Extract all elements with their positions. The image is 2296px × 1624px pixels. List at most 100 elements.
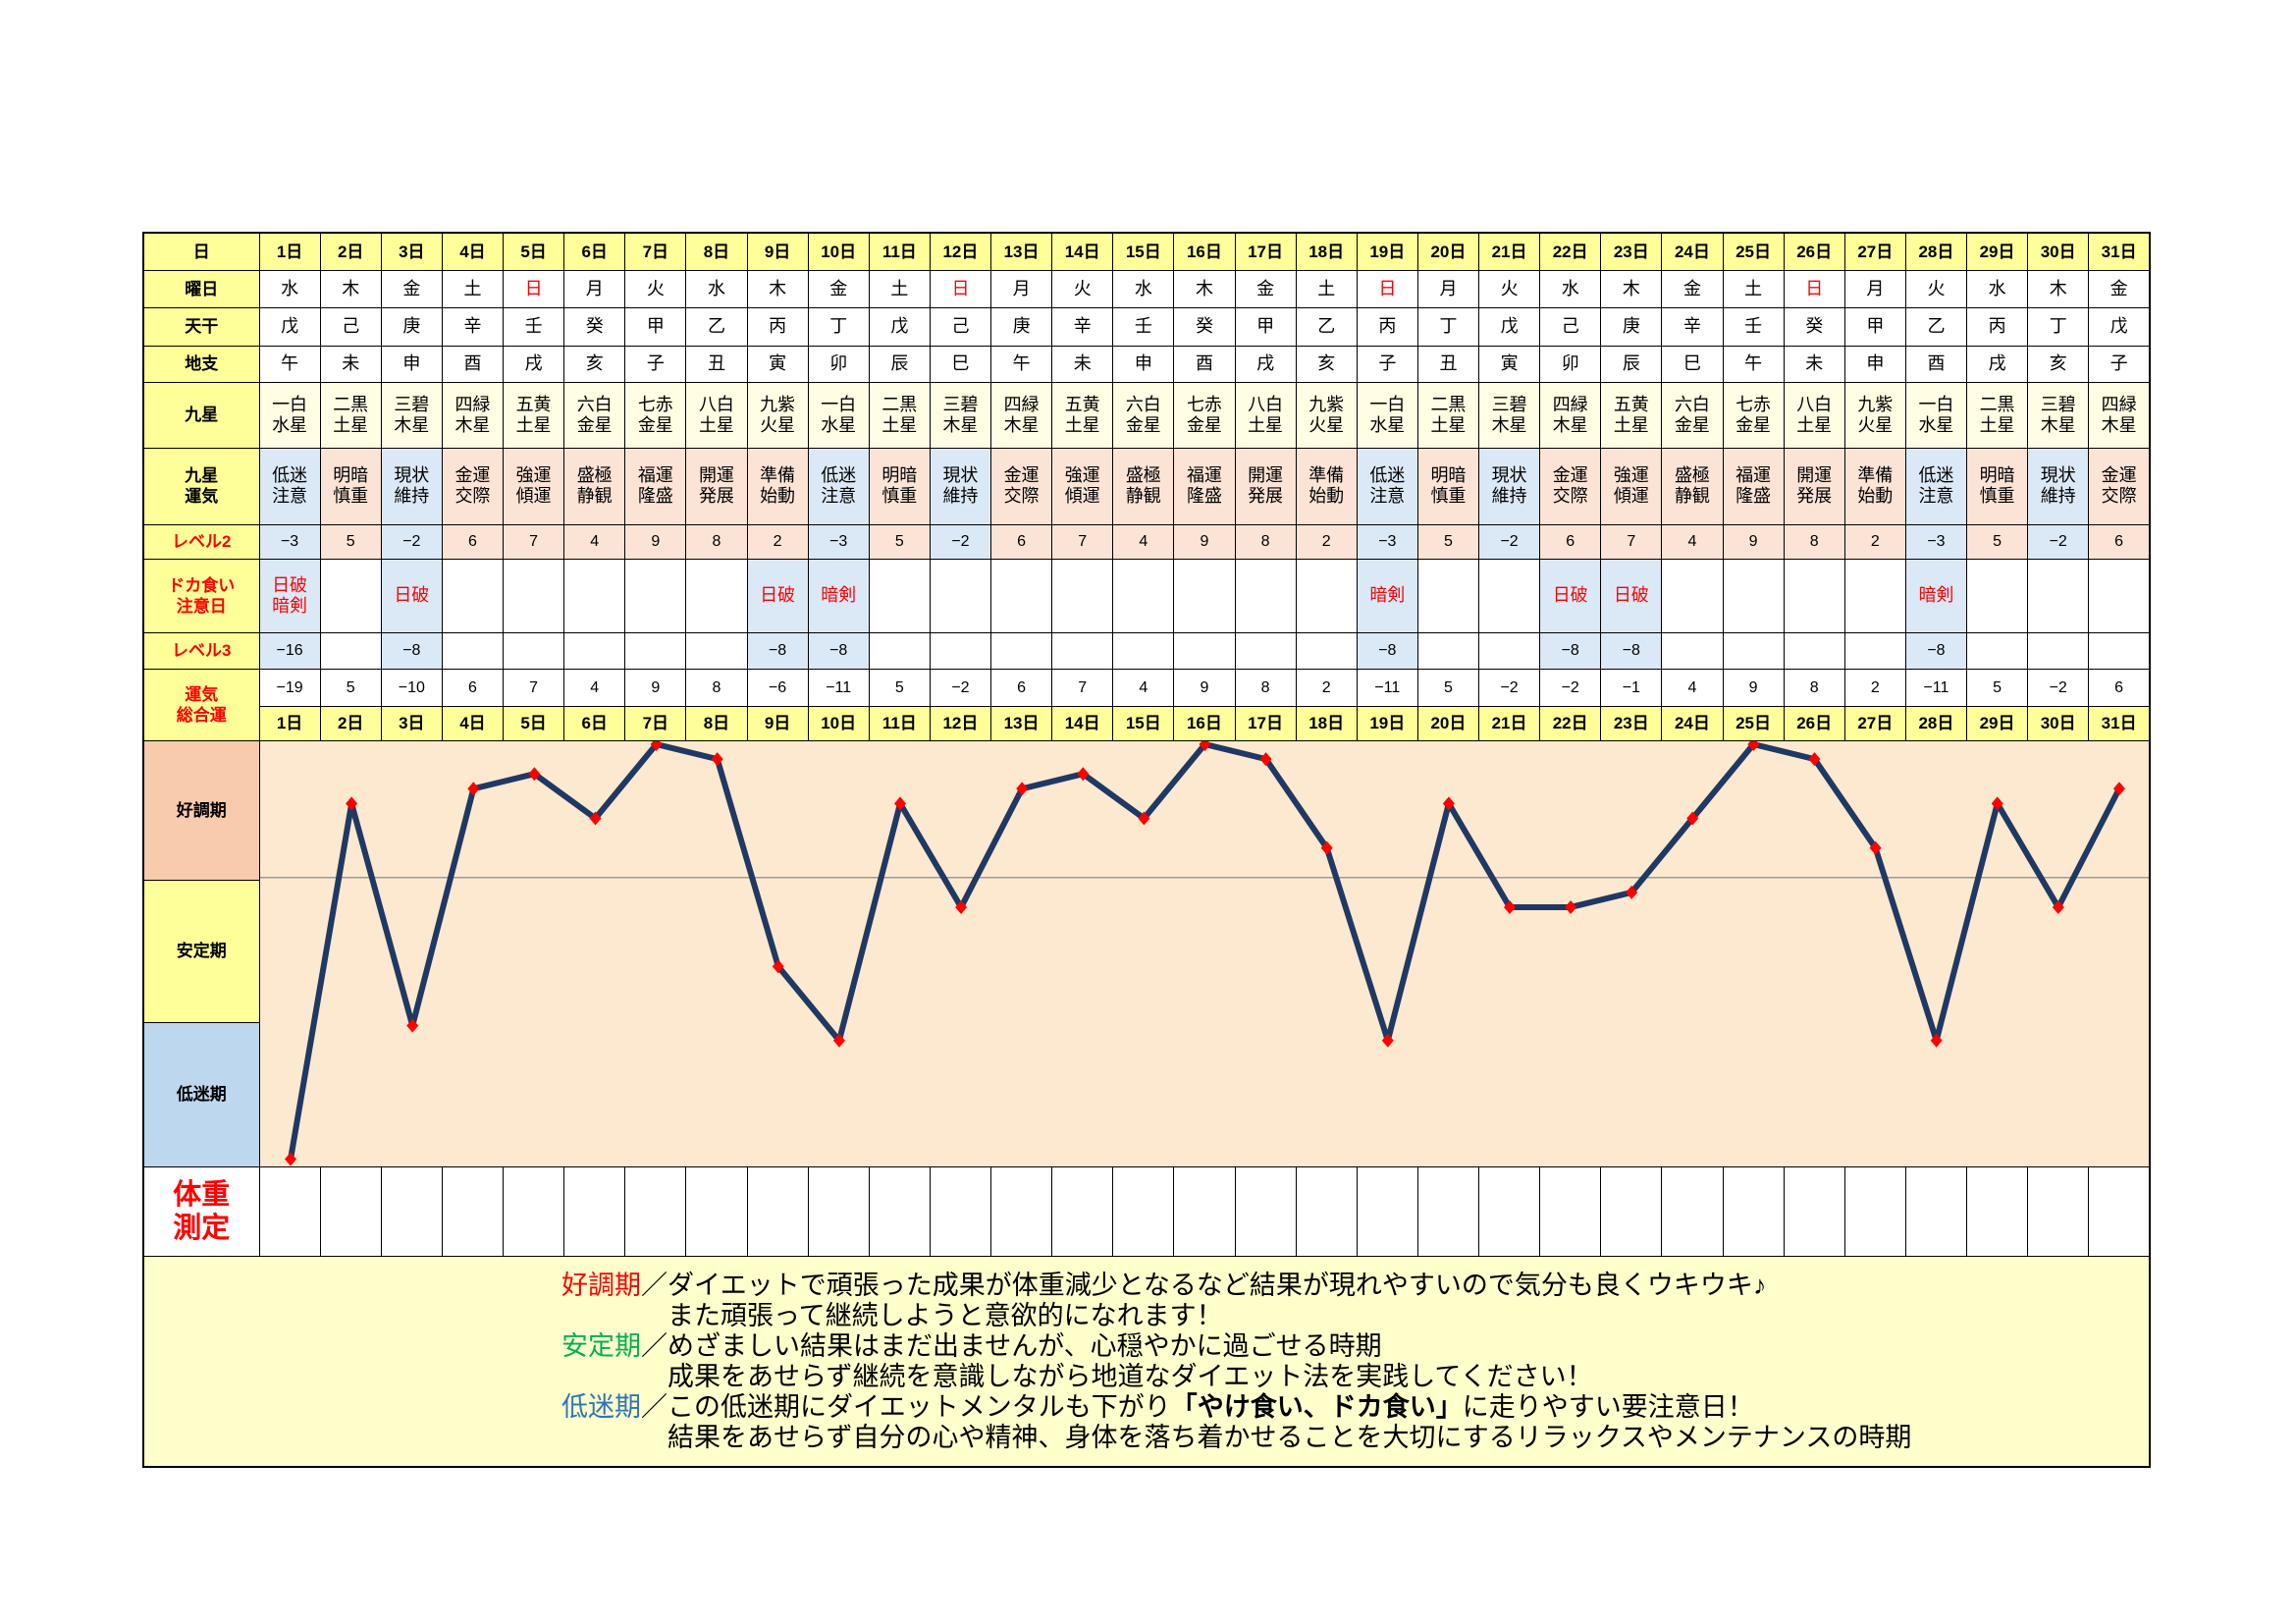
stem-cell: 戊 xyxy=(2088,306,2151,347)
doka-cell: 日破 xyxy=(1539,558,1602,633)
star-cell: 八白 土星 xyxy=(1234,381,1297,449)
fortune-calendar-table: 日 1日 2日 3日 4日 5日 6日 7日 8日 9日 10日 11日 12日 13日 14日 15日 16日… xyxy=(142,232,2151,1468)
note-text-low-emphasis: 「やけ食い、ドカ食い」 xyxy=(1170,1391,1463,1422)
weekday-row: 曜日水木金土日月火水木金土日月火水木金土日月火水木金土日月火水木金 xyxy=(142,269,2151,308)
level3-cell xyxy=(1051,631,1114,670)
weekday-cell: 月 xyxy=(989,269,1053,308)
star-cell: 三碧 木星 xyxy=(929,381,992,449)
weekday-cell: 木 xyxy=(2027,269,2090,308)
stem-cell: 壬 xyxy=(1722,306,1785,347)
day-cell: 19日 xyxy=(1356,232,1418,271)
weekday-cell: 水 xyxy=(685,269,748,308)
level2-cell: 8 xyxy=(1234,523,1297,560)
level2-cell: 4 xyxy=(563,523,626,560)
chart-day-cell: 10日 xyxy=(807,705,870,741)
weekday-cell: 火 xyxy=(1051,269,1114,308)
level2-cell: −2 xyxy=(1477,523,1541,560)
star-cell: 二黒 土星 xyxy=(868,381,931,449)
total-cell: −1 xyxy=(1600,668,1663,707)
star-cell: 四緑 木星 xyxy=(1539,381,1602,449)
level3-cell xyxy=(624,631,687,670)
level3-cell xyxy=(1477,631,1541,670)
weekday-cell: 火 xyxy=(1477,269,1541,308)
stem-cell: 辛 xyxy=(1661,306,1724,347)
total-cell: −2 xyxy=(929,668,992,707)
star-cell: 七赤 金星 xyxy=(624,381,687,449)
branch-cell: 亥 xyxy=(1295,345,1358,383)
doka-cell: 日破 xyxy=(746,558,809,633)
total-cell: −11 xyxy=(1356,668,1418,707)
day-cell: 10日 xyxy=(807,232,870,271)
fortune-cell: 明暗 慎重 xyxy=(1416,447,1480,525)
level2-cell: 8 xyxy=(685,523,748,560)
total-cell: −11 xyxy=(1904,668,1968,707)
day-cell: 23日 xyxy=(1600,232,1663,271)
data-point-marker xyxy=(1807,751,1820,766)
day-cell: 24日 xyxy=(1661,232,1724,271)
stem-cell: 癸 xyxy=(563,306,626,347)
weight-cell xyxy=(1600,1165,1663,1257)
doka-cell xyxy=(1477,558,1541,633)
total-cell: −11 xyxy=(807,668,870,707)
row-label-branch: 地支 xyxy=(142,345,260,383)
weekday-cell: 水 xyxy=(1112,269,1175,308)
level3-cell xyxy=(2027,631,2090,670)
band-label-good: 好調期 xyxy=(144,741,258,881)
level3-cell: −8 xyxy=(380,631,443,670)
branch-cell: 未 xyxy=(319,345,382,383)
stem-cell: 壬 xyxy=(1112,306,1175,347)
level2-cell: 9 xyxy=(1173,523,1236,560)
row-label-total: 運気 総合運 xyxy=(142,668,260,741)
level3-cell xyxy=(685,631,748,670)
weight-cell xyxy=(380,1165,443,1257)
total-cell: 6 xyxy=(441,668,505,707)
weekday-cell: 水 xyxy=(1539,269,1602,308)
total-cell: 8 xyxy=(685,668,748,707)
doka-cell xyxy=(1173,558,1236,633)
level2-cell: 4 xyxy=(1112,523,1175,560)
data-point-marker xyxy=(1685,810,1698,825)
note-text-low-a: ／この低迷期にダイエットメンタルも下がり xyxy=(641,1391,1171,1422)
data-point-marker xyxy=(1442,795,1455,810)
fortune-cell: 強運 傾運 xyxy=(1600,447,1663,525)
level3-cell xyxy=(441,631,505,670)
star-cell: 一白 水星 xyxy=(1356,381,1418,449)
chart-day-cell: 6日 xyxy=(563,705,626,741)
level3-cell: −8 xyxy=(1539,631,1602,670)
stem-cell: 戊 xyxy=(258,306,321,347)
weekday-cell: 火 xyxy=(624,269,687,308)
stem-cell: 癸 xyxy=(1783,306,1845,347)
total-cell: −2 xyxy=(1477,668,1541,707)
total-cell: −2 xyxy=(1539,668,1602,707)
level2-cell: 9 xyxy=(1722,523,1785,560)
note-label-good: 好調期 xyxy=(561,1270,641,1300)
day-cell: 20日 xyxy=(1416,232,1480,271)
branch-cell: 辰 xyxy=(1600,345,1663,383)
weight-cell xyxy=(685,1165,748,1257)
branch-cell: 丑 xyxy=(685,345,748,383)
total-cell: 4 xyxy=(1112,668,1175,707)
data-point-marker xyxy=(2052,899,2064,914)
fortune-cell: 低迷 注意 xyxy=(807,447,870,525)
day-cell: 22日 xyxy=(1539,232,1602,271)
fortune-cell: 強運 傾運 xyxy=(1051,447,1114,525)
stem-cell: 丁 xyxy=(807,306,870,347)
weekday-cell: 金 xyxy=(380,269,443,308)
star-cell: 三碧 木星 xyxy=(380,381,443,449)
doka-cell: 日破 xyxy=(380,558,443,633)
stem-cell: 庚 xyxy=(1600,306,1663,347)
fortune-cell: 低迷 注意 xyxy=(258,447,321,525)
star-cell: 六白 金星 xyxy=(563,381,626,449)
stem-cell: 丁 xyxy=(2027,306,2090,347)
level3-cell: −8 xyxy=(1600,631,1663,670)
weekday-cell: 木 xyxy=(1600,269,1663,308)
fortune-cell: 低迷 注意 xyxy=(1904,447,1968,525)
branch-cell: 未 xyxy=(1051,345,1114,383)
total-cell: 9 xyxy=(1173,668,1236,707)
branch-cell: 丑 xyxy=(1416,345,1480,383)
data-point-marker xyxy=(405,1018,418,1033)
doka-cell xyxy=(624,558,687,633)
stem-cell: 甲 xyxy=(624,306,687,347)
total-cell: 5 xyxy=(1416,668,1480,707)
weekday-cell: 日 xyxy=(502,269,565,308)
